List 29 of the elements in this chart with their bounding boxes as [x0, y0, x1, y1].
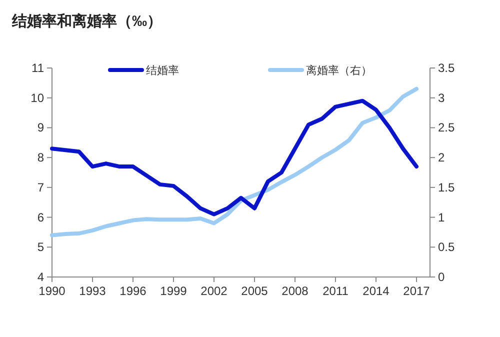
x-tick-label: 2014: [362, 284, 390, 298]
y-tick-label: 8: [37, 150, 44, 165]
y-tick-label: 6: [37, 210, 44, 224]
y-tick-label: 11: [32, 61, 44, 75]
x-tick-label: 1996: [120, 284, 147, 298]
y2-tick-label: 1: [438, 210, 445, 224]
y-tick-label: 5: [37, 240, 44, 254]
y2-tick-label: 2.5: [438, 120, 456, 135]
y2-tick-label: 3.5: [438, 61, 456, 75]
y2-tick-label: 2: [438, 150, 445, 165]
x-tick-label: 1990: [38, 284, 66, 298]
x-tick-label: 2017: [403, 284, 430, 298]
y-tick-label: 4: [37, 270, 44, 284]
y-tick-label: 9: [37, 120, 44, 135]
x-tick-label: 2011: [322, 284, 349, 298]
x-tick-label: 2002: [200, 284, 228, 298]
x-tick-label: 2005: [241, 284, 268, 298]
y-tick-label: 7: [37, 180, 44, 194]
y-tick-label: 10: [30, 90, 44, 105]
x-tick-label: 2008: [282, 284, 309, 298]
legend-label: 离婚率（右）: [306, 64, 372, 77]
y2-tick-label: 0.5: [438, 240, 456, 254]
legend-label: 结婚率: [146, 64, 179, 77]
y2-tick-label: 3: [438, 90, 445, 105]
y2-tick-label: 0: [438, 270, 445, 284]
x-tick-label: 1993: [79, 284, 106, 298]
chart-title: 结婚率和离婚率（‰）: [11, 12, 162, 30]
y2-tick-label: 1.5: [438, 180, 456, 194]
x-tick-label: 1999: [160, 284, 188, 298]
